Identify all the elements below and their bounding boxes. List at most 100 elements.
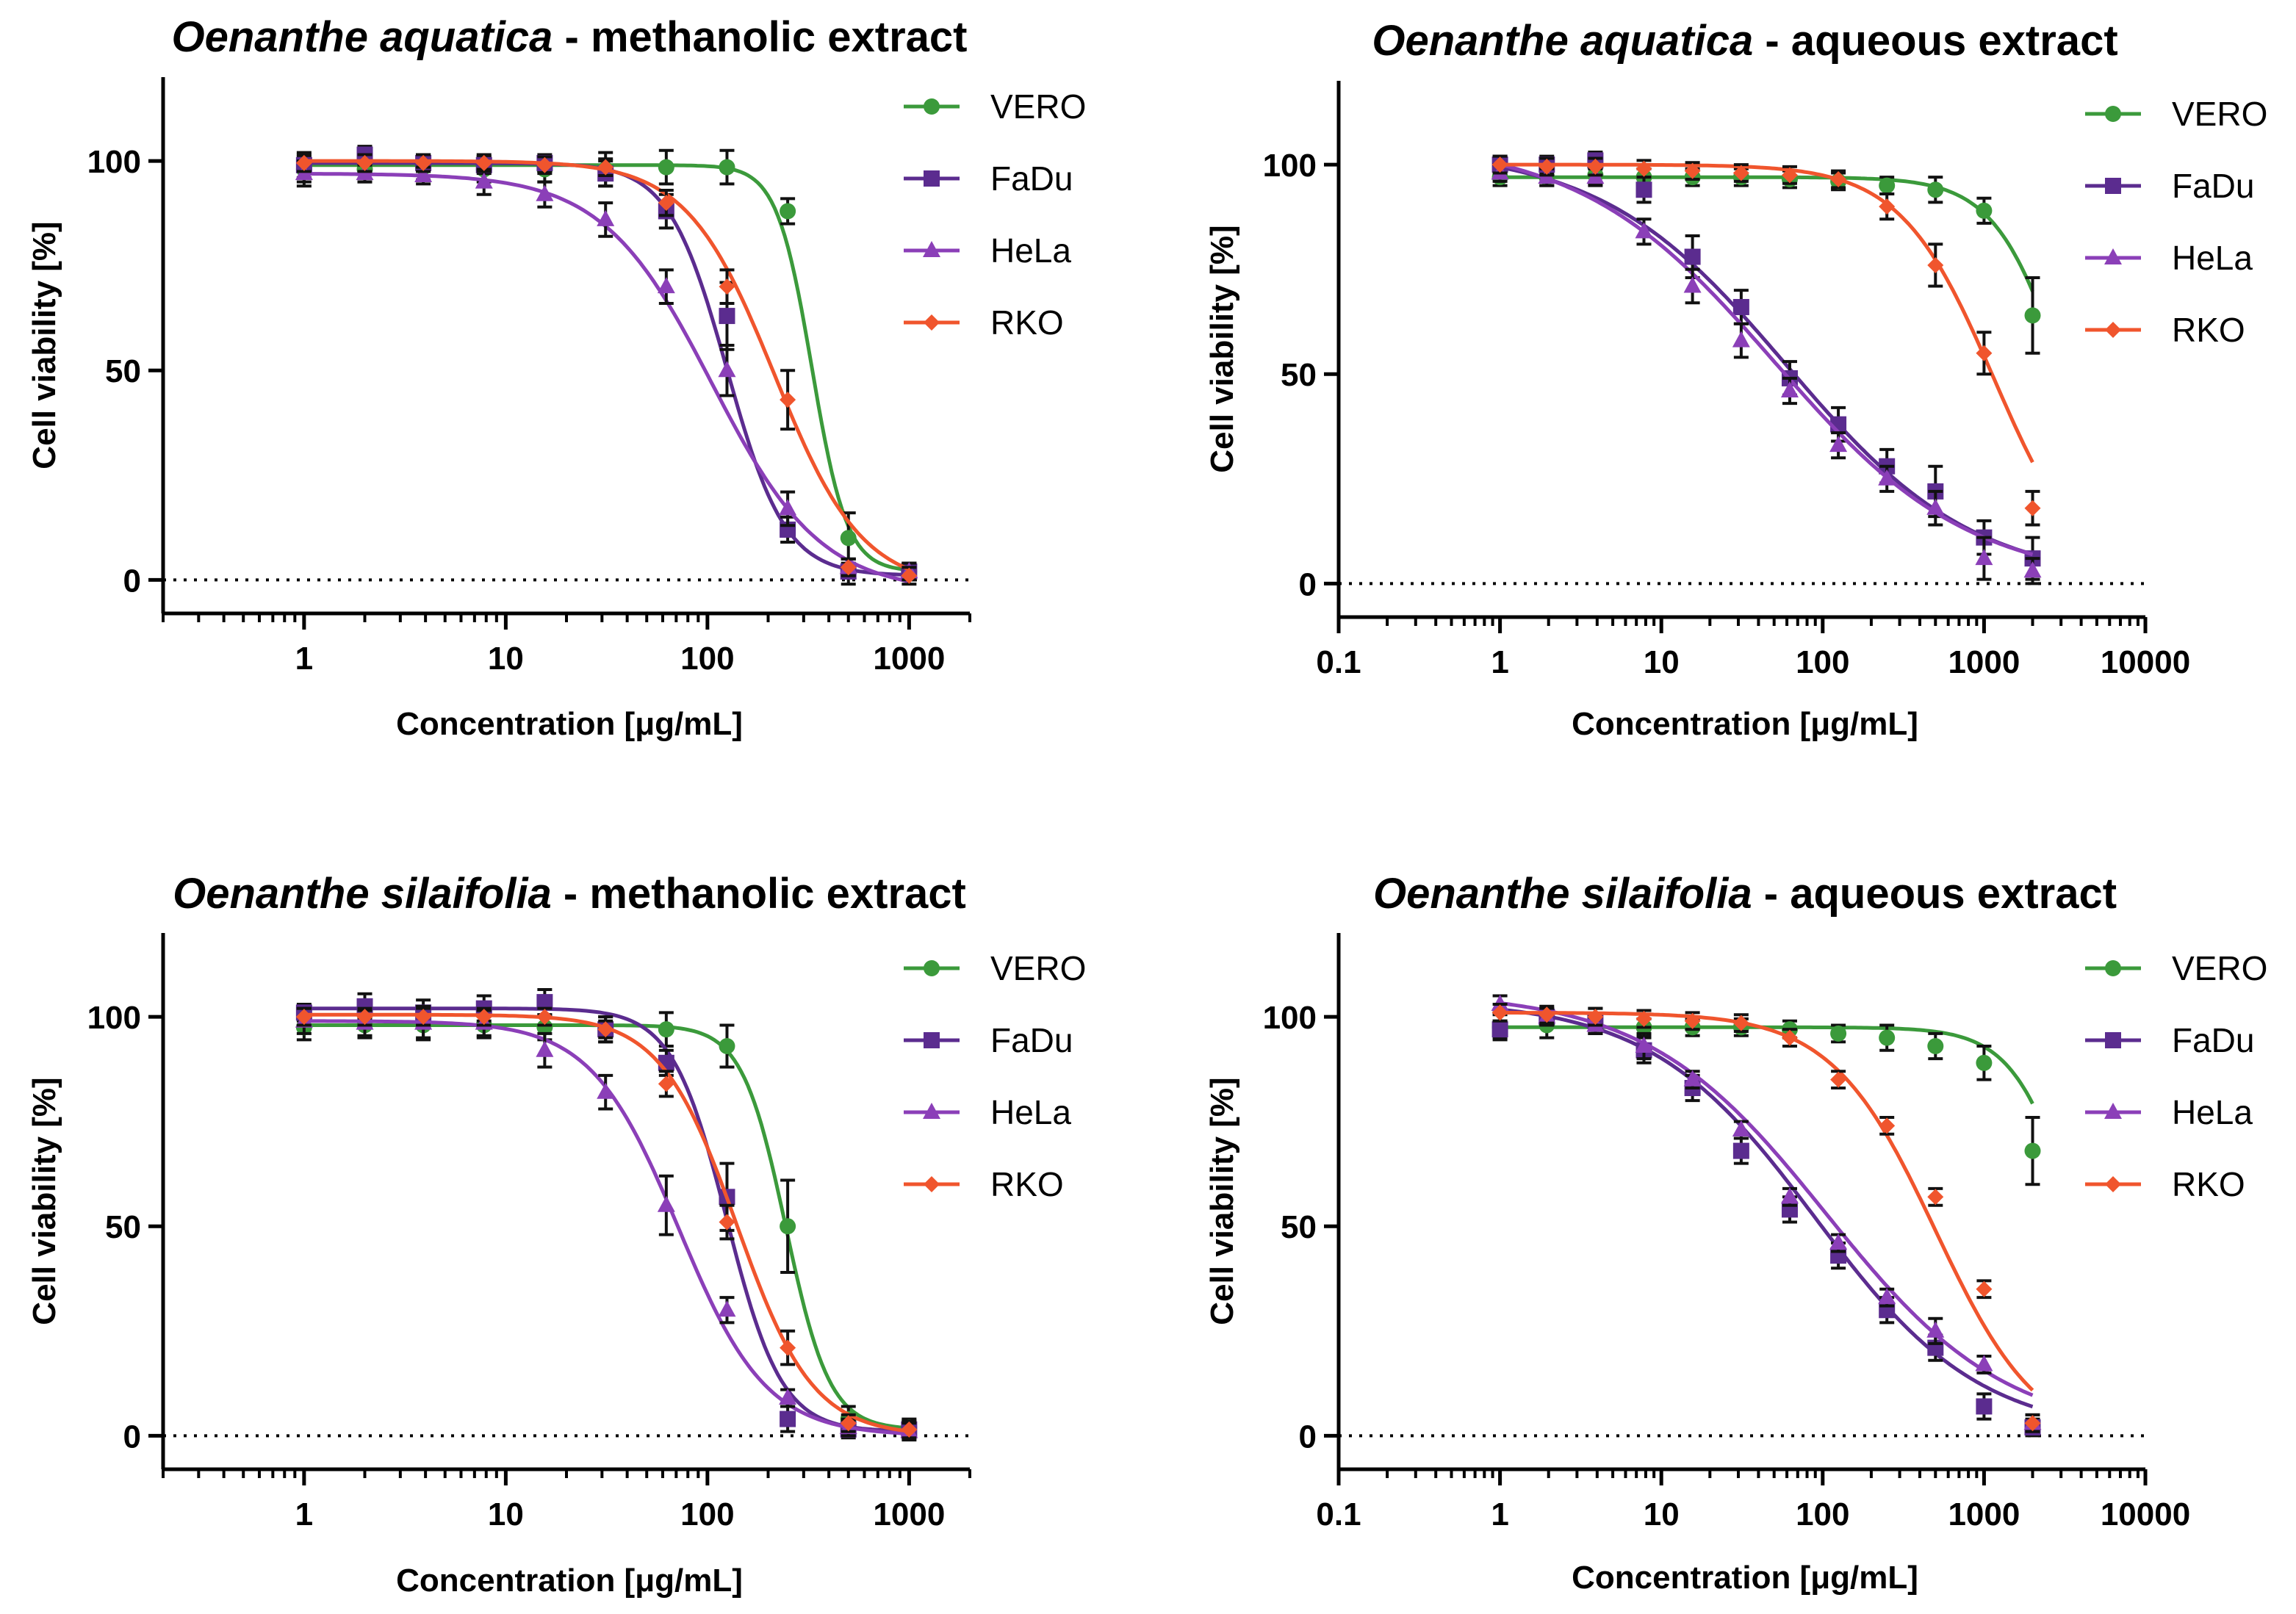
title-species: Oenanthe silaifolia	[173, 870, 552, 918]
x-tick-label: 0.1	[1316, 644, 1361, 680]
data-point-rko	[415, 1009, 432, 1026]
data-point-fadu	[1732, 298, 1749, 315]
data-point-rko	[1976, 345, 1993, 361]
data-point-rko	[1879, 198, 1896, 215]
data-point-rko	[1491, 1004, 1508, 1021]
data-point-vero	[1879, 1029, 1896, 1046]
y-tick-label: 50	[105, 1209, 141, 1245]
data-point-rko	[356, 154, 373, 171]
legend-item-hela: HeLa	[2085, 239, 2253, 277]
data-point-vero	[1976, 1054, 1993, 1071]
chart-title: Oenanthe silaifolia - aqueous extract	[1373, 870, 2117, 918]
y-axis-label: Cell viability [%]	[26, 221, 62, 469]
series-vero	[1491, 165, 2041, 355]
x-tick-label: 1	[295, 1496, 313, 1532]
series-vero	[1491, 1011, 2041, 1186]
legend-item-vero: VERO	[904, 87, 1086, 126]
series-fit-line	[1500, 165, 2034, 556]
data-point-rko	[1732, 1015, 1749, 1031]
data-point-hela	[1975, 1355, 1993, 1372]
data-point-hela	[1829, 1233, 1848, 1250]
legend-item-vero: VERO	[904, 949, 1086, 987]
data-point-rko	[1587, 158, 1604, 175]
legend-item-rko: RKO	[2085, 311, 2245, 349]
data-point-hela	[1732, 331, 1750, 347]
legend-marker	[2105, 106, 2121, 122]
series-hela	[1491, 994, 2042, 1433]
legend-label: HeLa	[2172, 239, 2253, 277]
x-tick-label: 1	[295, 641, 313, 677]
x-axis-label: Concentration [μg/mL]	[1572, 1560, 1918, 1596]
x-tick-label: 1000	[1948, 1496, 2020, 1532]
series-fit-line	[303, 1006, 910, 1433]
data-point-rko	[597, 159, 614, 176]
data-point-rko	[415, 154, 432, 171]
x-tick-label: 100	[1796, 1496, 1849, 1532]
x-tick-label: 10	[1644, 1496, 1680, 1532]
title-extract: - methanolic extract	[552, 870, 966, 918]
data-point-vero	[719, 159, 735, 176]
x-axis-label: Concentration [μg/mL]	[396, 706, 743, 742]
legend-marker	[923, 1103, 940, 1119]
legend-label: HeLa	[2172, 1093, 2253, 1131]
chart-title: Oenanthe silaifolia - methanolic extract	[173, 870, 966, 918]
title-extract: - methanolic extract	[553, 13, 967, 61]
data-point-hela	[718, 1300, 736, 1317]
legend-label: VERO	[2172, 95, 2267, 133]
legend-label: HeLa	[990, 1093, 1071, 1131]
data-point-vero	[780, 203, 796, 220]
legend-item-fadu: FaDu	[2085, 167, 2254, 205]
data-point-rko	[780, 1339, 796, 1356]
data-point-hela	[1635, 1036, 1653, 1053]
data-point-rko	[780, 392, 796, 408]
x-tick-label: 1000	[873, 641, 945, 677]
data-point-vero	[1976, 202, 1993, 219]
data-point-vero	[840, 530, 857, 547]
data-point-rko	[1732, 165, 1749, 181]
x-tick-label: 1000	[873, 1496, 945, 1532]
data-point-hela	[1732, 1120, 1750, 1137]
x-tick-label: 1	[1491, 1496, 1508, 1532]
data-point-rko	[1781, 1029, 1798, 1046]
y-tick-label: 50	[1281, 357, 1317, 393]
data-point-hela	[657, 277, 675, 294]
legend-item-hela: HeLa	[904, 231, 1071, 270]
series-rko	[295, 1006, 918, 1440]
legend-marker	[924, 1032, 940, 1048]
data-point-hela	[1683, 1070, 1702, 1087]
x-tick-label: 100	[680, 641, 734, 677]
data-point-rko	[658, 1076, 674, 1092]
series-fit-line	[1500, 1011, 2034, 1392]
data-point-rko	[1539, 158, 1555, 175]
data-point-fadu	[1635, 181, 1652, 198]
data-point-rko	[597, 1021, 614, 1038]
legend-marker	[2105, 1032, 2121, 1048]
series-fadu	[1491, 1006, 2041, 1438]
data-point-hela	[2023, 561, 2042, 578]
title-species: Oenanthe aquatica	[172, 13, 553, 61]
legend-label: VERO	[2172, 949, 2267, 987]
y-tick-label: 100	[87, 144, 141, 180]
data-point-rko	[840, 1415, 857, 1432]
data-point-rko	[1781, 167, 1798, 184]
data-point-fadu	[536, 994, 553, 1011]
data-point-hela	[1780, 381, 1799, 398]
data-point-rko	[1684, 1012, 1701, 1029]
series-fadu	[1491, 150, 2041, 581]
legend-label: FaDu	[990, 1021, 1073, 1059]
data-point-hela	[779, 1388, 797, 1405]
data-point-hela	[597, 1082, 615, 1099]
chart-panel: Oenanthe silaifolia - methanolic extract…	[26, 870, 1086, 1599]
y-tick-label: 0	[123, 1419, 141, 1455]
data-point-vero	[719, 1037, 735, 1054]
data-point-rko	[356, 1009, 373, 1026]
title-species: Oenanthe aquatica	[1372, 17, 1753, 65]
series-hela	[295, 159, 918, 583]
data-point-vero	[658, 159, 674, 176]
legend-label: RKO	[990, 1165, 1064, 1203]
legend-label: FaDu	[2172, 1021, 2254, 1059]
legend-label: RKO	[2172, 311, 2245, 349]
legend-item-fadu: FaDu	[904, 159, 1073, 198]
data-point-vero	[1830, 1025, 1847, 1042]
legend-item-rko: RKO	[904, 1165, 1064, 1203]
